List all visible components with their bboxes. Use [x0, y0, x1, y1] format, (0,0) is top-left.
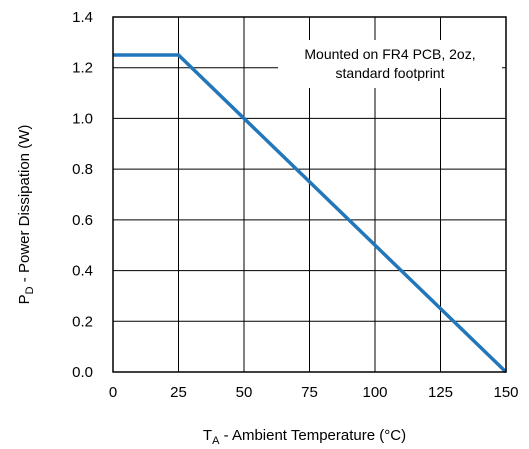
- y-axis-title-rest: - Power Dissipation (W): [16, 125, 33, 287]
- y-tick-label: 0.2: [72, 313, 93, 330]
- x-axis-title-main: T: [203, 427, 212, 444]
- x-tick-label: 75: [301, 384, 318, 401]
- annotation-line-2: standard footprint: [336, 65, 445, 81]
- y-tick-label: 0.4: [72, 263, 93, 280]
- y-axis-title: PD - Power Dissipation (W): [16, 125, 36, 305]
- x-tick-labels: 0 25 50 75 100 125 150: [109, 384, 519, 401]
- x-axis-title-rest: - Ambient Temperature (°C): [219, 427, 406, 444]
- x-axis-title: TA - Ambient Temperature (°C): [203, 427, 406, 447]
- y-tick-labels: 0.0 0.2 0.4 0.6 0.8 1.0 1.2 1.4: [72, 9, 93, 381]
- annotation-background: [278, 40, 502, 88]
- y-tick-label: 1.4: [72, 9, 93, 26]
- x-tick-label: 125: [428, 384, 453, 401]
- y-tick-label: 0.0: [72, 364, 93, 381]
- x-tick-label: 50: [236, 384, 253, 401]
- y-axis-title-main: P: [16, 294, 33, 304]
- y-tick-label: 1.0: [72, 110, 93, 127]
- x-tick-label: 150: [493, 384, 518, 401]
- series-group: [113, 53, 508, 374]
- x-tick-label: 25: [170, 384, 187, 401]
- annotation-line-1: Mounted on FR4 PCB, 2oz,: [304, 46, 475, 62]
- y-axis-title-subscript: D: [24, 286, 36, 294]
- x-axis-title-subscript: A: [212, 435, 220, 447]
- plot-frame: [112, 16, 507, 373]
- series-line: [113, 53, 508, 374]
- annotation-box: Mounted on FR4 PCB, 2oz, standard footpr…: [278, 40, 502, 88]
- y-tick-label: 0.6: [72, 212, 93, 229]
- y-tick-label: 0.8: [72, 161, 93, 178]
- x-tick-label: 0: [109, 384, 117, 401]
- y-tick-label: 1.2: [72, 60, 93, 77]
- x-tick-label: 100: [362, 384, 387, 401]
